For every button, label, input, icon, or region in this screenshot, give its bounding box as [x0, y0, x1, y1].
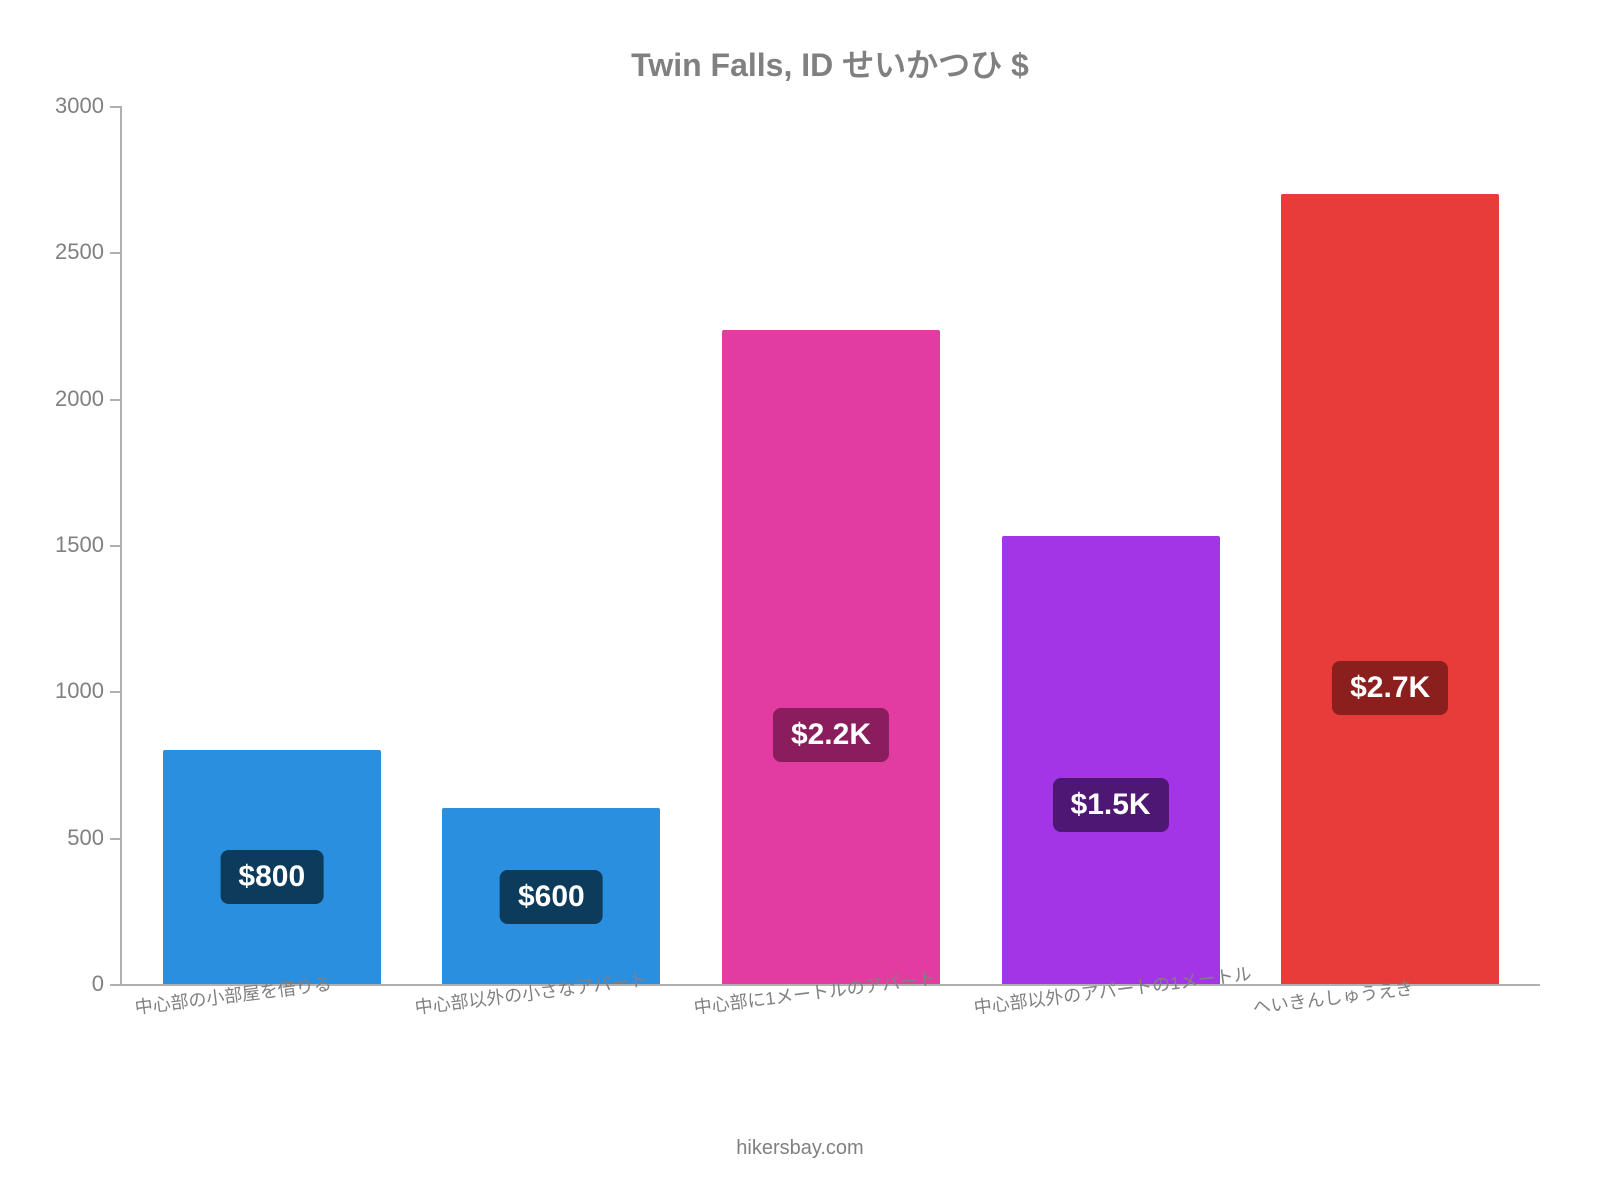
bar-value-label: $800 — [220, 850, 323, 904]
bar-slot: $600中心部以外の小さなアパート — [412, 106, 692, 984]
y-axis-label: 2500 — [55, 239, 122, 265]
y-axis-label: 1500 — [55, 532, 122, 558]
y-axis-label: 3000 — [55, 93, 122, 119]
bar: $800 — [163, 750, 381, 984]
y-axis-label: 0 — [92, 971, 122, 997]
plot-area: $800中心部の小部屋を借りる$600中心部以外の小さなアパート$2.2K中心部… — [120, 106, 1540, 986]
bar: $2.7K — [1281, 194, 1499, 984]
y-axis-label: 2000 — [55, 386, 122, 412]
chart-container: Twin Falls, ID せいかつひ $ $800中心部の小部屋を借りる$6… — [0, 0, 1600, 1200]
bar: $1.5K — [1002, 536, 1220, 984]
bar-slot: $800中心部の小部屋を借りる — [132, 106, 412, 984]
bar-value-label: $1.5K — [1053, 778, 1169, 832]
chart-title: Twin Falls, ID せいかつひ $ — [120, 40, 1540, 86]
bars-group: $800中心部の小部屋を借りる$600中心部以外の小さなアパート$2.2K中心部… — [122, 106, 1540, 984]
bar-value-label: $2.2K — [773, 708, 889, 762]
bar: $2.2K — [722, 330, 940, 984]
bar: $600 — [442, 808, 660, 984]
y-axis-label: 1000 — [55, 678, 122, 704]
bar-slot: $2.7Kへいきんしゅうえき — [1250, 106, 1530, 984]
bar-slot: $1.5K中心部以外のアパートの1メートル — [971, 106, 1251, 984]
bar-slot: $2.2K中心部に1メートルのアパート — [691, 106, 971, 984]
bar-value-label: $2.7K — [1332, 661, 1448, 715]
bar-value-label: $600 — [500, 870, 603, 924]
attribution-text: hikersbay.com — [0, 1137, 1600, 1160]
y-axis-label: 500 — [67, 825, 122, 851]
